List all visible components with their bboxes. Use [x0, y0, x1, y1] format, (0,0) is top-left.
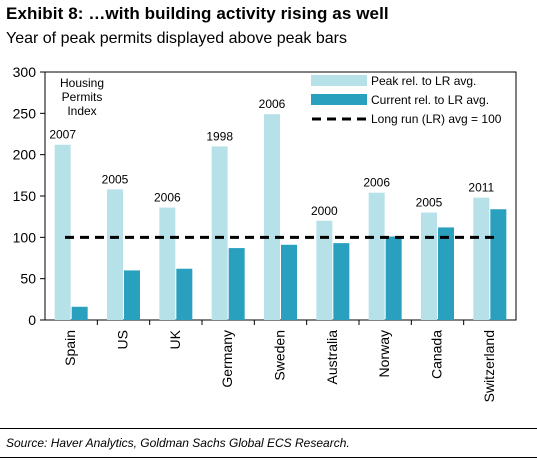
x-tick-label-australia: Australia: [324, 330, 340, 385]
x-tick-label-germany: Germany: [219, 330, 235, 388]
peak-year-label-spain: 2007: [49, 128, 76, 142]
x-tick-label-sweden: Sweden: [272, 330, 288, 381]
chart-title: Exhibit 8: …with building activity risin…: [6, 4, 389, 23]
source-note: Source: Haver Analytics, Goldman Sachs G…: [6, 436, 350, 450]
bar-peak-australia: [316, 220, 333, 320]
bar-peak-norway: [368, 192, 385, 320]
x-tick-label-canada: Canada: [429, 330, 445, 379]
legend-current-label: Current rel. to LR avg.: [371, 93, 489, 107]
chart-area: 0 50 100 150 200 250 300 2007 2005 2006 1998 2006 2…: [0, 60, 537, 428]
bar-current-uk: [176, 268, 193, 320]
y-tick-label-100: 100: [13, 229, 37, 245]
bar-peak-sweden: [264, 114, 280, 320]
peak-year-label-sweden: 2006: [259, 97, 286, 111]
legend: Peak rel. to LR avg. Current rel. to LR a…: [311, 74, 502, 126]
bars: [54, 114, 507, 320]
bar-current-sweden: [281, 244, 297, 320]
bar-peak-switzerland: [473, 197, 490, 320]
peak-year-label-uk: 2006: [154, 191, 181, 205]
bar-peak-germany: [211, 146, 228, 320]
bar-current-us: [124, 270, 140, 320]
bar-peak-us: [107, 189, 123, 320]
y-tick-label-0: 0: [28, 312, 36, 328]
peak-year-label-switzerland: 2011: [468, 181, 494, 195]
footer-divider: [0, 428, 537, 429]
peak-year-label-canada: 2005: [416, 196, 443, 210]
bar-current-switzerland: [490, 209, 507, 320]
legend-peak-label: Peak rel. to LR avg.: [371, 74, 476, 88]
bar-current-spain: [71, 306, 88, 320]
bar-peak-spain: [54, 144, 71, 320]
legend-peak-swatch: [311, 75, 367, 86]
bar-current-germany: [228, 248, 245, 320]
bar-peak-canada: [421, 212, 437, 320]
x-tick-label-us: US: [115, 330, 131, 349]
x-axis: Spain US UK Germany Sweden Australia Norway Can…: [62, 320, 497, 402]
y-tick-label-150: 150: [13, 188, 37, 204]
note-line-1: Housing: [60, 76, 104, 90]
peak-year-label-australia: 2000: [311, 204, 338, 218]
peak-year-label-germany: 1998: [206, 129, 233, 143]
chart-subtitle: Year of peak permits displayed above pea…: [6, 30, 347, 47]
x-tick-label-norway: Norway: [376, 330, 392, 377]
legend-long-run-label: Long run (LR) avg = 100: [371, 112, 502, 126]
bar-peak-uk: [159, 207, 176, 320]
bar-current-canada: [438, 227, 454, 320]
x-tick-label-switzerland: Switzerland: [481, 330, 497, 402]
peak-year-label-norway: 2006: [363, 176, 390, 190]
x-tick-label-spain: Spain: [62, 330, 78, 366]
note-line-2: Permits: [62, 90, 103, 104]
bottom-divider: [0, 457, 537, 458]
legend-current-swatch: [311, 94, 367, 105]
bar-current-australia: [333, 243, 350, 320]
y-tick-label-200: 200: [13, 147, 37, 163]
y-axis: 0 50 100 150 200 250 300: [13, 64, 517, 328]
peak-year-labels: 2007 2005 2006 1998 2006 2000 2006 2005 2011: [49, 97, 494, 218]
bar-current-norway: [385, 236, 402, 320]
x-tick-label-uk: UK: [167, 329, 183, 349]
peak-year-label-us: 2005: [102, 172, 129, 186]
note-line-3: Index: [67, 104, 96, 118]
y-tick-label-250: 250: [13, 105, 37, 121]
y-tick-label-50: 50: [20, 271, 36, 287]
y-tick-label-300: 300: [13, 64, 37, 80]
